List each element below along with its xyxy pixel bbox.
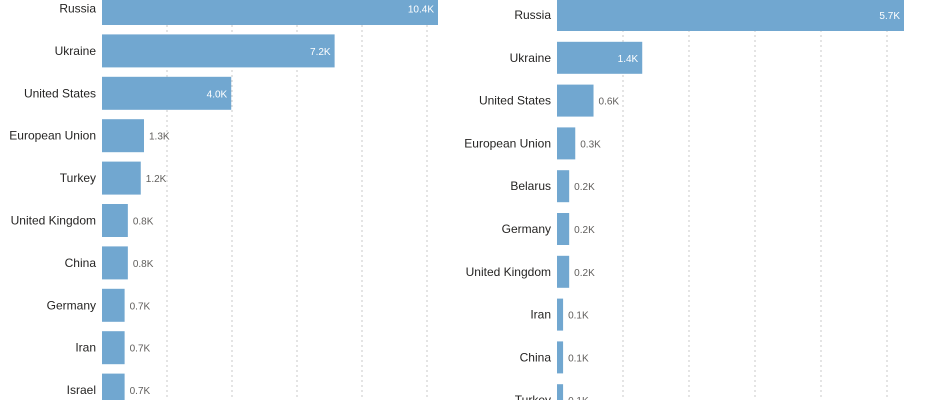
bar[interactable] — [557, 0, 904, 31]
bar-row: European Union 1.3K — [9, 119, 170, 153]
category-label: China — [520, 350, 552, 364]
category-label: United Kingdom — [11, 214, 96, 228]
bar[interactable] — [102, 0, 438, 25]
bar[interactable] — [102, 204, 128, 237]
bar-row: United States 0.6K — [479, 84, 620, 117]
data-label: 0.8K — [133, 217, 154, 228]
category-label: China — [65, 256, 97, 270]
category-label: Turkey — [60, 171, 96, 185]
category-label: United Kingdom — [466, 265, 551, 279]
data-label: 0.2K — [574, 182, 595, 193]
category-label: Germany — [502, 222, 551, 236]
category-label: Russia — [514, 8, 551, 22]
data-label: 0.8K — [133, 259, 154, 270]
category-label: European Union — [464, 136, 551, 150]
bar-row: European Union 0.3K — [464, 127, 601, 160]
bar[interactable] — [102, 76, 232, 110]
category-label: United States — [479, 94, 551, 108]
bar-row: Turkey 0.1K — [515, 384, 589, 400]
bar-row: Israel 0.7K — [67, 373, 151, 400]
bar[interactable] — [557, 41, 643, 74]
data-label: 0.2K — [574, 225, 595, 236]
bar[interactable] — [102, 246, 128, 280]
data-label: 1.3K — [149, 132, 170, 143]
category-label: Ukraine — [510, 51, 552, 65]
category-label: Ukraine — [55, 44, 97, 58]
bar-row: Russia 10.4K — [59, 0, 438, 25]
bar-row: Ukraine 7.2K — [55, 34, 335, 68]
bar[interactable] — [557, 341, 564, 374]
data-label: 10.4K — [408, 5, 434, 16]
bar[interactable] — [102, 373, 125, 400]
chart-panel-1: Russia 10.4K Ukraine 7.2K United States 4.0K E… — [9, 0, 438, 400]
bar-row: Germany 0.7K — [47, 288, 151, 322]
data-label: 0.7K — [130, 386, 151, 397]
bar-row: Iran 0.7K — [75, 331, 151, 365]
category-label: Belarus — [510, 179, 551, 193]
bar[interactable] — [557, 298, 564, 331]
data-label: 1.2K — [146, 174, 167, 185]
bar[interactable] — [557, 213, 570, 245]
bar[interactable] — [102, 161, 141, 195]
data-label: 0.7K — [130, 344, 151, 355]
chart-panel-2: Russia 5.7K Ukraine 1.4K United States 0.6K Eu… — [464, 0, 904, 400]
data-label: 1.4K — [618, 54, 639, 65]
data-label: 0.3K — [580, 139, 601, 150]
bar-row: Iran 0.1K — [530, 298, 589, 331]
bar-row: Russia 5.7K — [514, 0, 904, 31]
category-label: Russia — [59, 2, 96, 16]
bar[interactable] — [557, 170, 570, 203]
category-label: Iran — [530, 308, 551, 322]
bar[interactable] — [102, 288, 125, 322]
data-label: 5.7K — [879, 11, 900, 22]
bar[interactable] — [557, 384, 564, 400]
category-label: European Union — [9, 129, 96, 143]
data-label: 0.2K — [574, 268, 595, 279]
data-label: 0.6K — [599, 97, 620, 108]
bar-row: United Kingdom 0.2K — [466, 255, 595, 288]
bar[interactable] — [557, 255, 570, 288]
data-label: 0.1K — [568, 396, 589, 400]
bar[interactable] — [557, 84, 594, 117]
data-label: 0.7K — [130, 301, 151, 312]
bar[interactable] — [102, 119, 144, 153]
bar-row: United States 4.0K — [24, 76, 232, 110]
bar[interactable] — [102, 34, 335, 68]
category-label: Iran — [75, 341, 96, 355]
data-label: 0.1K — [568, 353, 589, 364]
data-label: 0.1K — [568, 311, 589, 322]
bar-row: Turkey 1.2K — [60, 161, 167, 195]
bar-row: Belarus 0.2K — [510, 170, 595, 203]
bar-row: China 0.1K — [520, 341, 589, 374]
category-label: Israel — [67, 383, 96, 397]
category-label: United States — [24, 86, 96, 100]
category-label: Turkey — [515, 393, 551, 400]
data-label: 4.0K — [207, 89, 228, 100]
bar-row: Ukraine 1.4K — [510, 41, 643, 74]
bar[interactable] — [102, 331, 125, 365]
data-label: 7.2K — [310, 47, 331, 58]
bar-row: China 0.8K — [65, 246, 154, 280]
gridlines — [622, 0, 888, 400]
bar-row: United Kingdom 0.8K — [11, 204, 154, 237]
bar-row: Germany 0.2K — [502, 213, 595, 245]
bar[interactable] — [557, 127, 576, 160]
category-label: Germany — [47, 298, 96, 312]
